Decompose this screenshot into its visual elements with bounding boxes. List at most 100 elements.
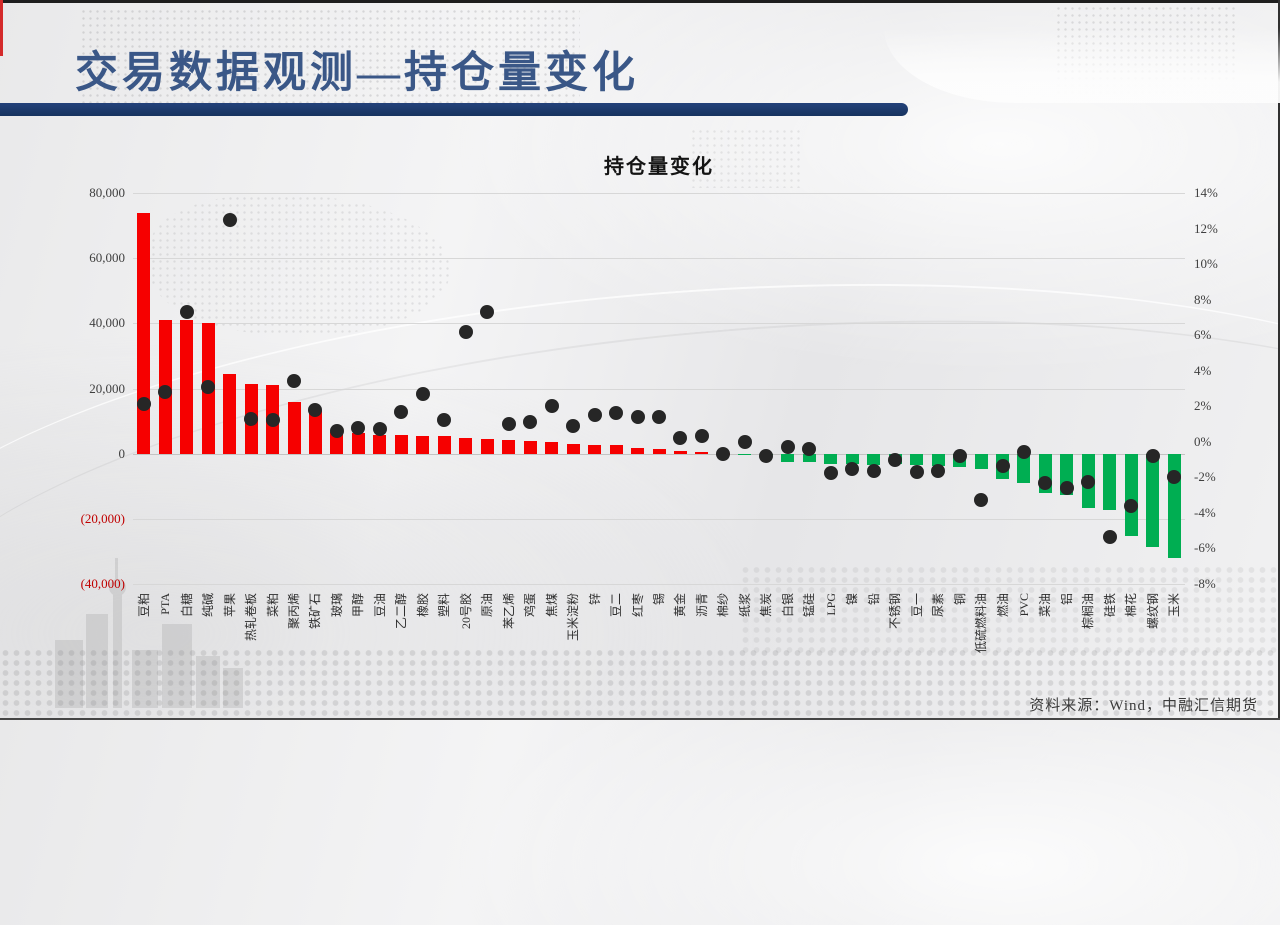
bar-鸡蛋 bbox=[523, 441, 537, 454]
x-axis-label-text: 铜 bbox=[952, 593, 967, 606]
bar-原油 bbox=[480, 439, 494, 454]
marker-玉米淀粉 bbox=[566, 418, 581, 433]
bar-焦煤 bbox=[545, 442, 559, 454]
bar-棉花 bbox=[1124, 453, 1138, 537]
x-axis-label-text: 玉米 bbox=[1167, 593, 1182, 618]
bar-豆粕 bbox=[137, 212, 151, 454]
slide-top-edge bbox=[0, 0, 1280, 3]
marker-棉纱 bbox=[716, 447, 731, 462]
marker-焦炭 bbox=[759, 449, 774, 464]
y-axis-tick-right: 8% bbox=[1194, 291, 1212, 307]
x-axis-label-text: LPG bbox=[823, 593, 838, 616]
x-axis-label-text: 棉纱 bbox=[716, 593, 731, 618]
bar-LPG bbox=[824, 453, 838, 465]
marker-螺纹钢 bbox=[1145, 449, 1160, 464]
y-axis-tick-right: 12% bbox=[1194, 220, 1218, 236]
marker-豆二 bbox=[609, 406, 624, 421]
marker-豆油 bbox=[372, 422, 387, 437]
marker-乙二醇 bbox=[394, 404, 409, 419]
x-axis-label-text: 红枣 bbox=[630, 593, 645, 618]
x-axis-label-text: 甲醇 bbox=[351, 593, 366, 618]
marker-锰硅 bbox=[802, 441, 817, 456]
bar-豆二 bbox=[609, 444, 623, 454]
marker-鸡蛋 bbox=[523, 415, 538, 430]
marker-低硫燃料油 bbox=[974, 493, 989, 508]
marker-豆粕 bbox=[136, 397, 151, 412]
marker-热轧卷板 bbox=[244, 411, 259, 426]
marker-黄金 bbox=[673, 431, 688, 446]
x-axis-label-text: 塑料 bbox=[437, 593, 452, 618]
marker-PVC bbox=[1016, 445, 1031, 460]
x-axis-label-text: 白糖 bbox=[179, 593, 194, 618]
x-axis-label-text: 不锈钢 bbox=[888, 593, 903, 630]
y-axis-tick-left: 40,000 bbox=[89, 315, 125, 331]
dotted-map-pattern-top-left bbox=[80, 8, 580, 104]
bar-铅 bbox=[867, 453, 881, 465]
hex-pattern-bottom-right bbox=[740, 565, 1280, 655]
x-axis-label-text: 苹果 bbox=[222, 593, 237, 618]
x-axis-label-text: 菜粕 bbox=[265, 593, 280, 618]
city-skyline-silhouette bbox=[55, 553, 265, 708]
marker-苹果 bbox=[222, 212, 237, 227]
y-axis-tick-right: 0% bbox=[1194, 433, 1212, 449]
x-axis-label-text: 铁矿石 bbox=[308, 593, 323, 630]
marker-红枣 bbox=[630, 409, 645, 424]
x-axis-label-text: 锰硅 bbox=[802, 593, 817, 618]
marker-铁矿石 bbox=[308, 402, 323, 417]
x-axis-label-text: 纯碱 bbox=[201, 593, 216, 618]
y-axis-tick-right: 2% bbox=[1194, 398, 1212, 414]
x-axis-label-text: 硅铁 bbox=[1102, 593, 1117, 618]
gridline bbox=[133, 323, 1185, 325]
marker-LPG bbox=[823, 465, 838, 480]
bar-低硫燃料油 bbox=[974, 453, 988, 469]
marker-玻璃 bbox=[329, 424, 344, 439]
x-axis-label-text: 锌 bbox=[587, 593, 602, 606]
bar-铁矿石 bbox=[308, 410, 322, 454]
bar-白银 bbox=[781, 453, 795, 462]
x-axis-label-text: 乙二醇 bbox=[394, 593, 409, 630]
x-axis-label-text: 原油 bbox=[480, 593, 495, 618]
marker-焦煤 bbox=[544, 399, 559, 414]
y-axis-tick-right: -2% bbox=[1194, 469, 1216, 485]
bar-20号胶 bbox=[459, 438, 473, 454]
x-axis-label-text: 豆二 bbox=[609, 593, 624, 618]
marker-硅铁 bbox=[1102, 529, 1117, 544]
x-axis-label-text: 锡 bbox=[652, 593, 666, 606]
marker-沥青 bbox=[694, 429, 709, 444]
slide-red-corner-accent bbox=[0, 0, 3, 56]
source-note: 资料来源：Wind，中融汇信期货 bbox=[1029, 698, 1258, 714]
x-axis-label-text: 苯乙烯 bbox=[501, 593, 516, 630]
y-axis-tick-right: 4% bbox=[1194, 362, 1212, 378]
x-axis-label-text: 焦煤 bbox=[544, 593, 559, 618]
y-axis-tick-right: 14% bbox=[1194, 185, 1218, 200]
marker-白糖 bbox=[179, 305, 194, 320]
marker-20号胶 bbox=[458, 324, 473, 339]
x-axis-label-text: 鸡蛋 bbox=[523, 593, 538, 618]
y-axis-tick-left: 80,000 bbox=[89, 185, 125, 200]
marker-菜粕 bbox=[265, 413, 280, 428]
bar-锰硅 bbox=[802, 453, 816, 463]
marker-苯乙烯 bbox=[501, 417, 516, 432]
gridline bbox=[133, 584, 1185, 585]
x-axis-label-text: 白银 bbox=[780, 593, 795, 618]
x-axis-label-text: 焦炭 bbox=[759, 593, 774, 618]
y-axis-tick-right: -8% bbox=[1194, 576, 1216, 591]
bar-PVC bbox=[1017, 453, 1031, 483]
slide-bottom-edge bbox=[0, 718, 1280, 720]
x-axis-label-text: 黄金 bbox=[673, 593, 688, 618]
x-axis-label-text: 20号胶 bbox=[458, 593, 473, 630]
marker-白银 bbox=[780, 440, 795, 455]
x-axis-label-text: 聚丙烯 bbox=[287, 593, 302, 630]
marker-菜油 bbox=[1038, 475, 1053, 490]
bar-锡 bbox=[652, 449, 666, 454]
page-curl-highlight bbox=[884, 28, 1280, 103]
y-axis-tick-left: (40,000) bbox=[80, 576, 125, 591]
title-underline-bar bbox=[0, 103, 908, 116]
bar-玉米淀粉 bbox=[566, 443, 580, 454]
y-axis-tick-left: (20,000) bbox=[80, 510, 125, 526]
bar-塑料 bbox=[437, 436, 451, 454]
marker-铜 bbox=[952, 449, 967, 464]
x-axis-label-text: 棉花 bbox=[1124, 593, 1139, 618]
marker-棕榈油 bbox=[1081, 474, 1096, 489]
x-axis-label-text: 尿素 bbox=[931, 593, 946, 618]
